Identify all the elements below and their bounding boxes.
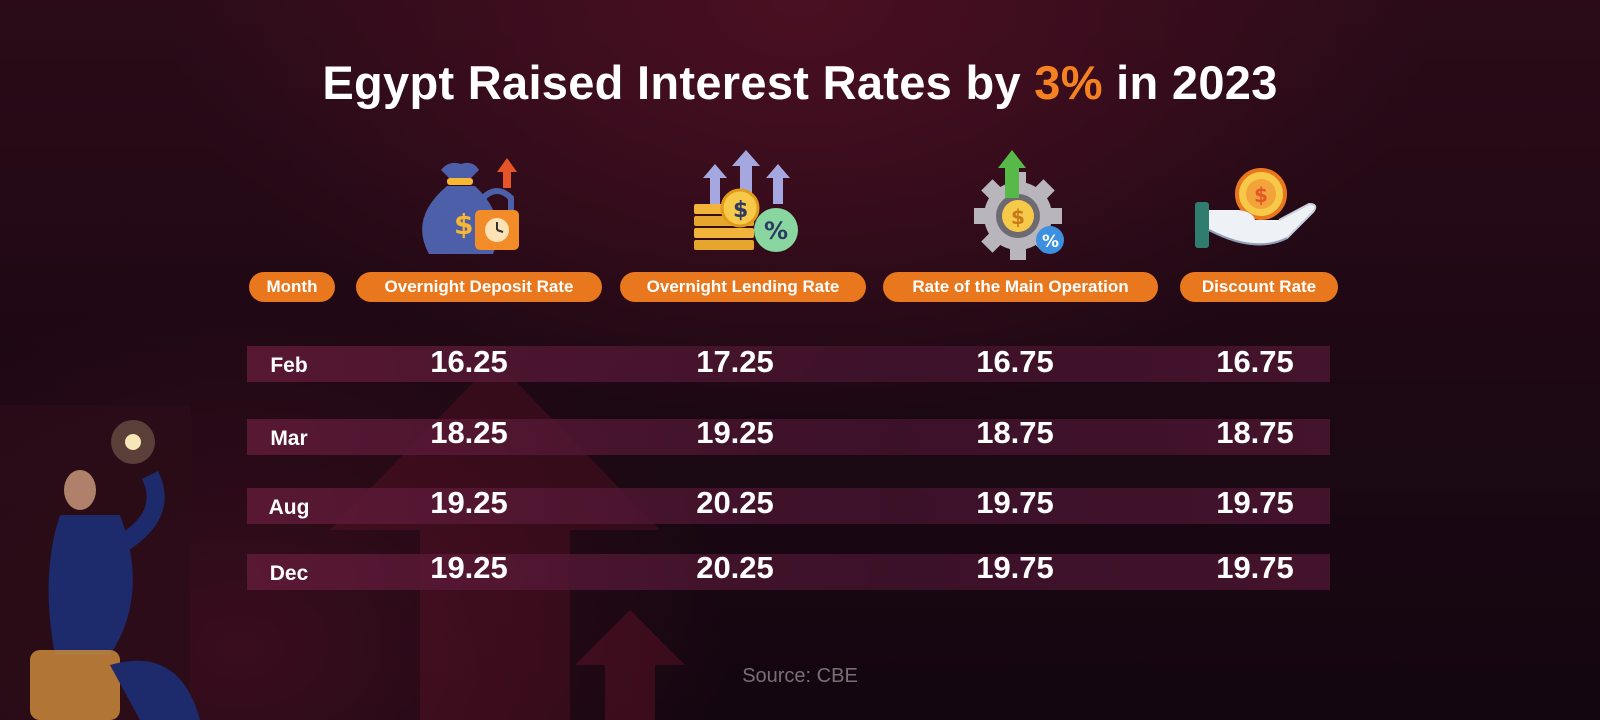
row-value: 16.75 — [976, 344, 1054, 379]
source-note: Source: CBE — [742, 665, 858, 687]
row-value: 18.25 — [430, 415, 508, 450]
svg-text:$: $ — [733, 198, 748, 223]
row-month: Dec — [269, 562, 309, 585]
row-value: 20.25 — [696, 550, 774, 585]
svg-text:$: $ — [454, 208, 473, 241]
row-value: 17.25 — [696, 344, 774, 379]
row-value: 16.75 — [1216, 344, 1294, 379]
header-discount-rate: Discount Rate — [1180, 272, 1338, 302]
row-month: Mar — [270, 427, 308, 450]
row-value: 19.75 — [1216, 485, 1294, 520]
title-accent: 3% — [1034, 56, 1103, 109]
header-overnight-deposit-rate: Overnight Deposit Rate — [356, 272, 602, 302]
page-title: Egypt Raised Interest Rates by 3% in 202… — [322, 56, 1278, 109]
row-month: Feb — [270, 354, 308, 377]
money-bag-lock-icon: $ — [422, 158, 519, 254]
coins-percent-arrows-icon: $ % — [694, 150, 798, 252]
hand-coin-icon: $ — [1195, 168, 1317, 248]
person-illustration-icon — [0, 405, 200, 720]
row-value: 19.75 — [976, 485, 1054, 520]
gear-dollar-arrow-icon: $ % — [974, 150, 1064, 260]
row-value: 16.25 — [430, 344, 508, 379]
svg-text:%: % — [1042, 232, 1059, 252]
row-value: 19.25 — [430, 485, 508, 520]
header-overnight-lending-rate: Overnight Lending Rate — [620, 272, 866, 302]
row-value: 19.75 — [1216, 550, 1294, 585]
background-arrow-icon — [575, 610, 685, 720]
row-value: 18.75 — [976, 415, 1054, 450]
row-month: Aug — [268, 496, 310, 519]
svg-text:%: % — [764, 217, 788, 245]
svg-text:$: $ — [1254, 183, 1268, 207]
row-value: 18.75 — [1216, 415, 1294, 450]
row-value: 19.25 — [696, 415, 774, 450]
header-rate-of-main-operation: Rate of the Main Operation — [883, 272, 1158, 302]
header-month: Month — [249, 272, 335, 302]
row-value: 19.25 — [430, 550, 508, 585]
svg-text:$: $ — [1011, 205, 1025, 229]
row-value: 20.25 — [696, 485, 774, 520]
row-value: 19.75 — [976, 550, 1054, 585]
